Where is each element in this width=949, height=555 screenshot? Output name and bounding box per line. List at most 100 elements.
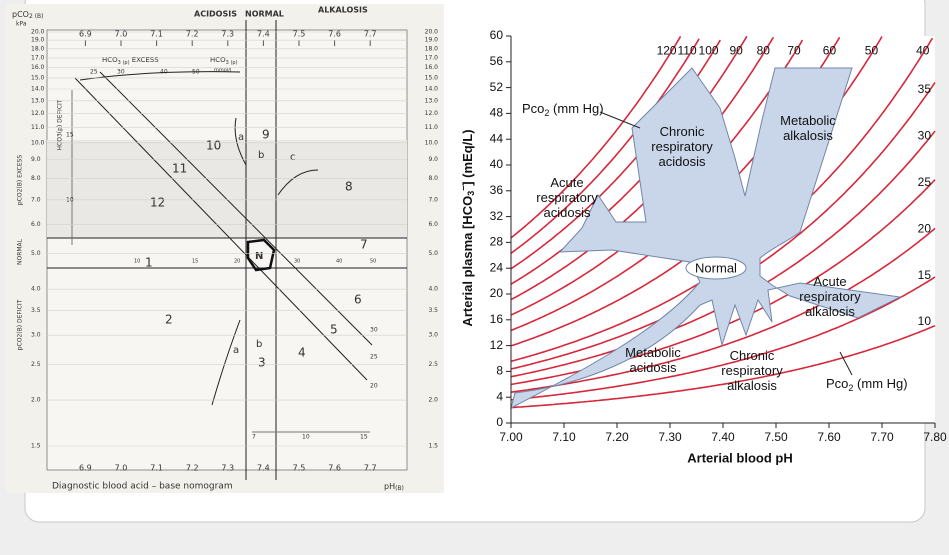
acid-base-chart: Chronicrespiratoryacidosis Metabolicalka…: [458, 28, 947, 465]
ph-tick-label: 7.2: [186, 30, 199, 39]
isopleth-label: 25: [918, 175, 932, 189]
label: 20: [370, 383, 378, 390]
isopleth-label: 15: [918, 268, 932, 282]
pco2-tick-label: 2.0: [31, 397, 41, 404]
pco2-tick-label: 14.0: [425, 86, 439, 93]
pco2-tick-label: 14.0: [31, 86, 45, 93]
region-number: 3: [258, 356, 266, 370]
ph-tick-label: 7.6: [328, 30, 341, 39]
isopleth-label: 20: [918, 221, 932, 235]
y-tick-label: 44: [490, 131, 504, 145]
isopleth-label: 50: [865, 44, 879, 58]
isopleth-label: 10: [918, 314, 932, 328]
pco2-tick-label: 2.5: [428, 361, 438, 368]
label: 10: [302, 434, 310, 441]
y-tick-label: 52: [490, 80, 504, 94]
pco2-tick-label: 15.0: [425, 74, 439, 81]
pco2-tick-label: 1.5: [428, 443, 438, 450]
pco2-tick-label: 13.0: [31, 97, 45, 104]
region-number: 10: [206, 139, 221, 153]
pco2-tick-label: 6.0: [428, 221, 438, 228]
ph-tick-label: 7.4: [257, 464, 270, 473]
pco2-tick-label: 9.0: [31, 156, 41, 163]
pco2-tick-label: 17.0: [31, 54, 45, 61]
y-tick-label: 60: [490, 28, 504, 42]
pco2-tick-label: 1.5: [31, 443, 41, 450]
pco2-tick-label: 8.0: [31, 175, 41, 182]
label: 40: [160, 69, 168, 76]
pco2-label: Pco2 (mm Hg): [522, 101, 604, 118]
label: 25: [90, 69, 98, 76]
pco2-tick-label: 15.0: [31, 74, 45, 81]
ph-tick-label: 6.9: [79, 464, 92, 473]
y-tick-label: 0: [496, 415, 503, 429]
label: 15: [360, 434, 368, 441]
region-letter: a: [238, 132, 244, 143]
region-letter: a: [233, 345, 239, 356]
label: 30: [370, 327, 378, 334]
label: 15: [66, 132, 74, 139]
y-axis-label: Arterial plasma [HCO3–] (mEq/L): [458, 129, 476, 326]
isopleth-label: 70: [787, 44, 801, 58]
label: 50: [370, 259, 376, 265]
pco2-tick-label: 17.0: [425, 54, 439, 61]
region-letter: b: [256, 339, 262, 350]
ph-tick-label: 6.9: [79, 30, 92, 39]
slide: pCO2 (B) kPa ACIDOSIS NORMAL ALKALOSIS H…: [0, 0, 949, 555]
label: ALKALOSIS: [318, 6, 368, 15]
pco2-tick-label: 2.0: [428, 397, 438, 404]
y-tick-label: 32: [490, 209, 504, 223]
y-tick-label: 48: [490, 106, 504, 120]
label: 50: [192, 69, 200, 76]
isopleth-label: 40: [916, 44, 930, 58]
label: 20: [234, 259, 240, 265]
x-tick-label: 7.30: [658, 430, 682, 444]
region-number: 11: [172, 162, 187, 176]
pco2-tick-label: 10.0: [31, 139, 45, 146]
isopleth-label: 60: [823, 44, 837, 58]
label: 15: [192, 259, 198, 265]
y-tick-label: 4: [496, 389, 503, 403]
pco2-tick-label: 19.0: [425, 37, 439, 44]
ph-tick-label: 7.1: [150, 30, 163, 39]
x-tick-label: 7.70: [870, 430, 894, 444]
y-tick-label: 12: [490, 338, 504, 352]
pco2-tick-label: 16.0: [425, 64, 439, 71]
pco2-tick-label: 8.0: [428, 175, 438, 182]
pco2-tick-label: 7.0: [428, 196, 438, 203]
pco2-tick-label: 3.5: [31, 307, 41, 314]
region-number: 1: [145, 256, 153, 270]
y-tick-label: 8: [496, 364, 503, 378]
region-label: Normal: [695, 260, 737, 275]
isopleth-label: 90: [729, 44, 743, 58]
pco2-tick-label: 20.0: [425, 29, 439, 36]
region-number: 12: [150, 196, 165, 210]
ph-tick-label: 7.0: [115, 464, 128, 473]
pco2-label: Pco2 (mm Hg): [826, 376, 908, 393]
label: kPa: [16, 21, 27, 28]
x-tick-label: 7.80: [923, 430, 947, 444]
x-tick-label: 7.10: [552, 430, 576, 444]
label: mmol/l: [214, 68, 231, 74]
y-tick-label: 40: [490, 157, 504, 171]
ph-tick-label: 7.6: [328, 464, 341, 473]
isopleth-label: 30: [918, 128, 932, 142]
ph-tick-label: 7.4: [257, 30, 270, 39]
pco2-tick-label: 10.0: [425, 139, 439, 146]
label: 30: [294, 259, 300, 265]
label: NORMAL: [17, 238, 24, 265]
pco2-tick-label: 2.5: [31, 361, 41, 368]
nomogram: pCO2 (B) kPa ACIDOSIS NORMAL ALKALOSIS H…: [6, 4, 444, 493]
isopleth-label: 80: [757, 44, 771, 58]
y-tick-label: 36: [490, 183, 504, 197]
pco2-tick-label: 13.0: [425, 97, 439, 104]
pco2-tick-label: 11.0: [425, 124, 439, 131]
ph-tick-label: 7.5: [293, 30, 306, 39]
isopleth-label: 35: [918, 82, 932, 96]
region-number: 6: [354, 293, 362, 307]
y-tick-label: 16: [490, 312, 504, 326]
ph-tick-label: 7.2: [186, 464, 199, 473]
nomogram-frame: [47, 30, 407, 470]
